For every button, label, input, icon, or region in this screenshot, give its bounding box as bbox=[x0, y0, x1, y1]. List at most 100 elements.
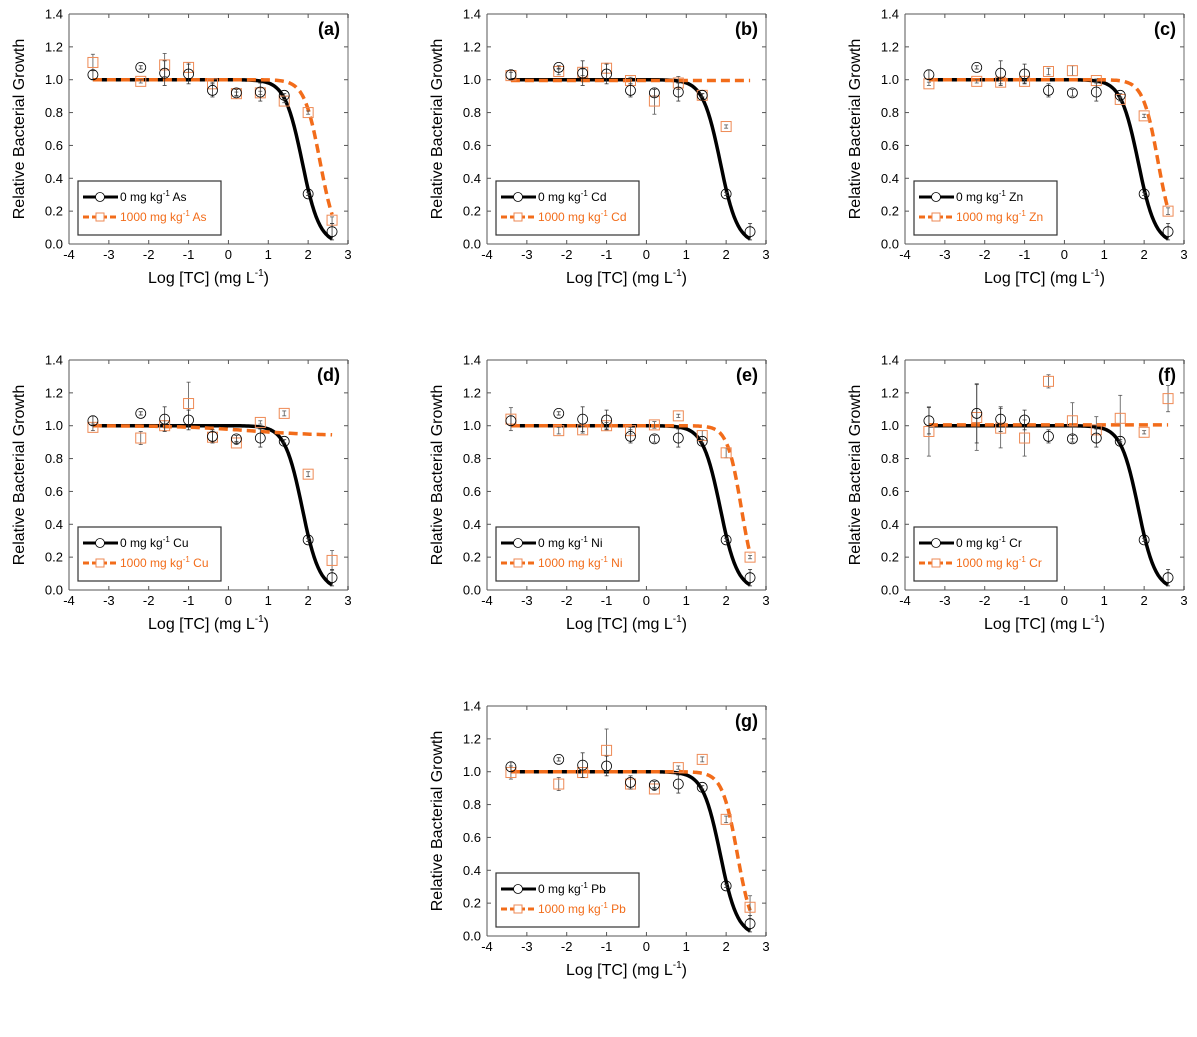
data-point-control bbox=[601, 760, 612, 772]
chart-panel-e: -4 -3 -2 -1 0 1 2 3 0.0 0.2 0.4 0.6 0.8 1.0 1.2 1.4 Log … bbox=[418, 346, 818, 691]
data-point-control bbox=[1090, 432, 1102, 444]
data-point-control bbox=[648, 779, 660, 791]
y-tick-label: 0.8 bbox=[463, 451, 481, 466]
data-point-control bbox=[648, 433, 660, 445]
legend-label: 1000 mg kg-1 Pb bbox=[538, 901, 626, 916]
data-point-treated bbox=[1019, 432, 1031, 444]
data-point-control bbox=[135, 61, 147, 73]
y-tick-label: 0.8 bbox=[463, 105, 481, 120]
y-tick-label: 0.6 bbox=[881, 138, 899, 153]
y-tick-label: 0.2 bbox=[45, 550, 63, 565]
y-tick-label: 0.8 bbox=[881, 105, 899, 120]
panel-label: (e) bbox=[736, 365, 758, 385]
legend-label-end: Pb bbox=[608, 902, 626, 916]
legend-label-sup: -1 bbox=[999, 535, 1007, 544]
legend-label-end: As bbox=[170, 190, 187, 204]
y-tick-label: 0.4 bbox=[881, 517, 899, 532]
data-point-treated bbox=[720, 121, 732, 133]
y-tick-label: 0.4 bbox=[463, 171, 481, 186]
x-tick-label: -3 bbox=[103, 593, 115, 608]
x-tick-label: -1 bbox=[183, 593, 195, 608]
x-axis-title: Log [TC] (mg L-1) bbox=[148, 614, 269, 633]
x-axis-title: Log [TC] (mg L-1) bbox=[148, 268, 269, 287]
legend-label-sup: -1 bbox=[999, 189, 1007, 198]
y-axis-title: Relative Bacterial Growth bbox=[429, 385, 446, 566]
x-axis-title: Log [TC] (mg L-1) bbox=[566, 614, 687, 633]
x-axis-title-main: Log [TC] (mg L bbox=[566, 270, 673, 287]
y-tick-label: 1.4 bbox=[463, 699, 481, 714]
y-tick-label: 0.8 bbox=[45, 451, 63, 466]
y-tick-label: 0.2 bbox=[881, 204, 899, 219]
x-axis-title: Log [TC] (mg L-1) bbox=[984, 268, 1105, 287]
legend-label-sup: -1 bbox=[601, 901, 609, 910]
y-tick-label: 1.4 bbox=[45, 353, 63, 368]
x-tick-label: 1 bbox=[683, 939, 690, 954]
legend-label-main: 0 mg kg bbox=[538, 882, 581, 896]
x-tick-label: -1 bbox=[601, 593, 613, 608]
legend-label-main: 1000 mg kg bbox=[120, 210, 183, 224]
data-point-control bbox=[672, 778, 684, 790]
legend-label-main: 1000 mg kg bbox=[956, 556, 1019, 570]
panel-label: (f) bbox=[1158, 365, 1176, 385]
y-tick-label: 1.2 bbox=[463, 731, 481, 746]
data-point-control bbox=[254, 432, 266, 444]
data-point-treated bbox=[553, 778, 565, 790]
x-tick-label: -2 bbox=[561, 247, 573, 262]
x-tick-label: -3 bbox=[103, 247, 115, 262]
x-tick-label: -3 bbox=[939, 593, 951, 608]
panel-label: (g) bbox=[735, 711, 758, 731]
legend-label-sup: -1 bbox=[1019, 555, 1027, 564]
data-point-control bbox=[577, 413, 589, 425]
legend-label-main: 1000 mg kg bbox=[956, 210, 1019, 224]
y-tick-label: 0.2 bbox=[463, 896, 481, 911]
panel-label: (d) bbox=[317, 365, 340, 385]
x-tick-label: 0 bbox=[225, 247, 232, 262]
data-point-control bbox=[207, 430, 218, 442]
data-point-control bbox=[183, 68, 194, 80]
data-point-control bbox=[720, 534, 732, 546]
y-tick-label: 1.0 bbox=[45, 418, 63, 433]
y-tick-label: 0.2 bbox=[463, 550, 481, 565]
legend-label-main: 0 mg kg bbox=[956, 536, 999, 550]
legend-label: 1000 mg kg-1 Cu bbox=[120, 555, 209, 570]
data-point-control bbox=[744, 918, 756, 930]
x-tick-label: -1 bbox=[183, 247, 195, 262]
x-axis-title-end: ) bbox=[1100, 270, 1105, 287]
legend-label-main: 0 mg kg bbox=[538, 190, 581, 204]
legend-label-sup: -1 bbox=[183, 209, 191, 218]
x-axis-title-main: Log [TC] (mg L bbox=[984, 270, 1091, 287]
data-point-control bbox=[971, 61, 983, 73]
data-point-control bbox=[1162, 226, 1174, 238]
x-tick-label: 0 bbox=[643, 593, 650, 608]
y-axis-title: Relative Bacterial Growth bbox=[11, 385, 28, 566]
legend-label-sup: -1 bbox=[601, 209, 609, 218]
data-point-control bbox=[505, 69, 517, 81]
data-point-control bbox=[1138, 188, 1150, 200]
data-point-treated bbox=[1066, 415, 1078, 427]
y-tick-label: 0.8 bbox=[881, 451, 899, 466]
x-axis-title-sup: -1 bbox=[673, 614, 682, 625]
data-point-control bbox=[553, 407, 565, 419]
y-tick-label: 1.2 bbox=[881, 385, 899, 400]
y-axis-title: Relative Bacterial Growth bbox=[429, 39, 446, 220]
x-tick-label: -2 bbox=[561, 593, 573, 608]
chart-svg: -4 -3 -2 -1 0 1 2 3 0.0 0.2 0.4 0.6 0.8 1.0 1.2 1.4 Log … bbox=[11, 353, 352, 634]
x-axis-title-main: Log [TC] (mg L bbox=[148, 616, 255, 633]
data-point-control bbox=[230, 433, 242, 445]
y-tick-label: 0.4 bbox=[881, 171, 899, 186]
chart-svg: -4 -3 -2 -1 0 1 2 3 0.0 0.2 0.4 0.6 0.8 1.0 1.2 1.4 Log … bbox=[847, 7, 1188, 288]
x-tick-label: -2 bbox=[561, 939, 573, 954]
x-axis-title-main: Log [TC] (mg L bbox=[984, 616, 1091, 633]
data-point-control bbox=[672, 86, 684, 98]
data-point-control bbox=[696, 781, 708, 793]
data-point-control bbox=[1043, 84, 1054, 96]
data-point-treated bbox=[648, 419, 660, 431]
y-tick-label: 0.0 bbox=[463, 929, 481, 944]
y-tick-label: 0.4 bbox=[45, 517, 63, 532]
y-tick-label: 0.0 bbox=[463, 237, 481, 252]
x-tick-label: -2 bbox=[143, 593, 155, 608]
legend-label-sup: -1 bbox=[581, 881, 589, 890]
chart-svg: -4 -3 -2 -1 0 1 2 3 0.0 0.2 0.4 0.6 0.8 1.0 1.2 1.4 Log … bbox=[429, 7, 770, 288]
y-tick-label: 0.0 bbox=[463, 583, 481, 598]
data-point-control bbox=[995, 413, 1007, 425]
